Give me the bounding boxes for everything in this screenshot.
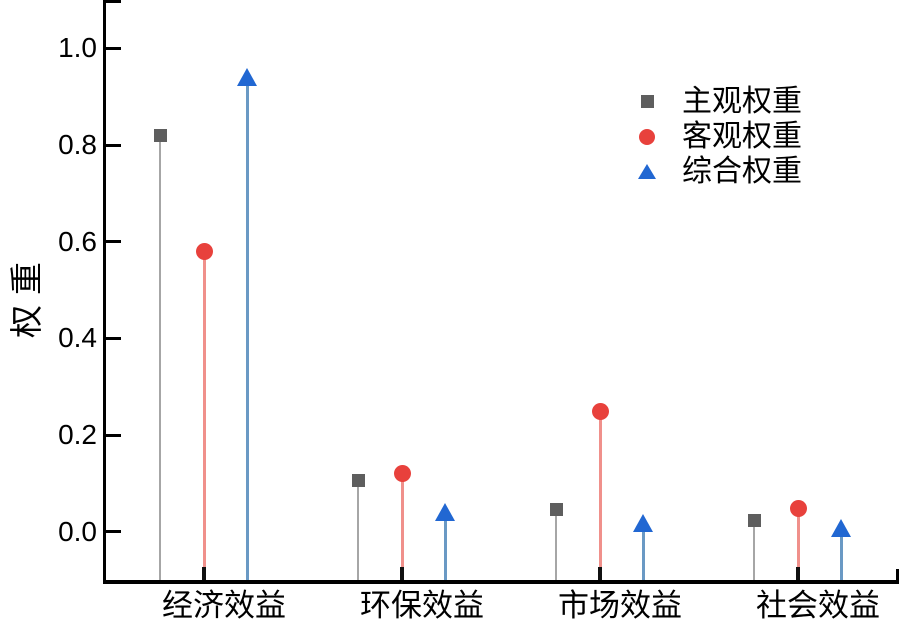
y-axis-title: 权重 — [10, 252, 46, 338]
stem — [753, 520, 756, 580]
marker-triangle-icon — [632, 513, 653, 532]
marker-circle-icon — [789, 499, 807, 517]
legend: 主观权重 客观权重 综合权重 — [630, 84, 802, 189]
x-tick — [598, 567, 602, 580]
plot-area: 主观权重 客观权重 综合权重 经济效益 环保效益 市场效益 社会效益 — [103, 0, 899, 623]
x-tick — [796, 567, 800, 580]
stem — [202, 251, 206, 580]
y-tick-label: 0.0 — [58, 515, 97, 547]
x-category-label: 社会效益 — [756, 588, 880, 623]
y-tick — [106, 143, 121, 147]
stem — [598, 411, 602, 580]
marker-square-icon — [747, 514, 761, 528]
marker-circle-icon — [639, 128, 655, 145]
y-tick-label: 0.8 — [58, 129, 97, 160]
x-axis-spine — [103, 580, 899, 584]
x-category-label: 环保效益 — [360, 588, 484, 623]
legend-label: 主观权重 — [682, 85, 802, 118]
stem — [444, 512, 448, 580]
x-tick — [202, 567, 206, 580]
y-tick — [106, 0, 121, 3]
legend-row: 综合权重 — [630, 154, 802, 189]
legend-row: 客观权重 — [630, 119, 802, 154]
marker-circle-icon — [393, 465, 411, 483]
stem — [159, 135, 162, 580]
legend-label: 综合权重 — [682, 155, 802, 188]
marker-triangle-icon — [434, 503, 455, 522]
marker-triangle-icon — [236, 68, 257, 87]
legend-marker — [630, 95, 664, 108]
y-tick — [106, 433, 121, 437]
marker-square-icon — [549, 502, 563, 516]
y-tick — [106, 530, 121, 534]
stem — [555, 509, 558, 580]
y-tick — [106, 336, 121, 340]
x-tick — [400, 567, 404, 580]
y-tick — [106, 240, 121, 244]
y-tick — [106, 46, 121, 50]
marker-circle-icon — [591, 402, 609, 420]
y-axis-spine — [103, 0, 106, 584]
legend-marker — [630, 128, 664, 145]
legend-label: 客观权重 — [682, 120, 802, 153]
x-category-label: 市场效益 — [558, 588, 682, 623]
stem — [796, 508, 800, 580]
stem — [357, 480, 360, 580]
marker-triangle-icon — [638, 164, 656, 179]
marker-triangle-icon — [830, 518, 851, 537]
axis-end-stub — [896, 569, 899, 580]
stem — [642, 522, 646, 580]
y-tick-label: 0.2 — [58, 419, 97, 450]
stem — [840, 527, 844, 580]
marker-square-icon — [153, 128, 167, 142]
stem — [400, 473, 404, 580]
x-category-label: 经济效益 — [162, 588, 286, 623]
marker-square-icon — [351, 474, 365, 488]
legend-marker — [630, 164, 664, 179]
marker-square-icon — [640, 95, 654, 108]
y-tick-label: 1.0 — [58, 32, 97, 64]
stem — [246, 77, 250, 580]
legend-row: 主观权重 — [630, 84, 802, 119]
marker-circle-icon — [195, 242, 213, 260]
